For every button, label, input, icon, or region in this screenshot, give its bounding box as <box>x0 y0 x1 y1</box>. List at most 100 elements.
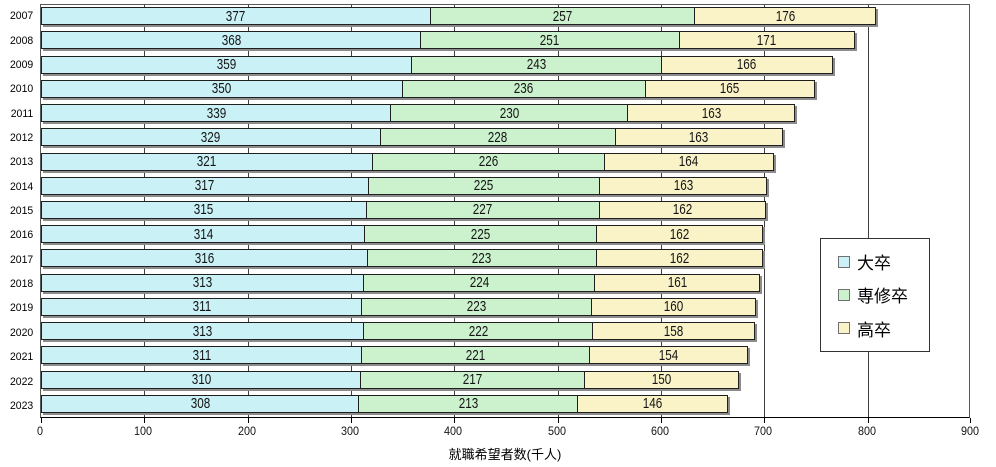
bar-value-label: 377 <box>226 7 246 25</box>
x-tick-label-0: 0 <box>36 424 44 438</box>
bar-segment-専修卒: 213 <box>358 394 579 413</box>
bar-value-label: 251 <box>540 31 560 49</box>
legend-item-高卒: 高卒 <box>838 316 923 341</box>
bar-segment-専修卒: 257 <box>429 7 696 26</box>
bar-row-2011: 339 230 163 <box>41 102 969 126</box>
bar-row-2015: 315 227 162 <box>41 199 969 223</box>
bar-segment-高卒: 163 <box>626 104 796 123</box>
bar-value-label: 150 <box>651 371 671 389</box>
bar-segment-専修卒: 227 <box>365 200 601 219</box>
plot-area: 377 257 176 368 251 171 359 243 166 350 236 165 339 2… <box>40 4 971 423</box>
bar-segment-専修卒: 228 <box>379 128 616 147</box>
bar-value-label: 166 <box>737 56 757 74</box>
bar-value-label: 225 <box>470 225 491 243</box>
bar-value-label: 227 <box>473 201 493 219</box>
stacked-bar-2014: 317 225 163 <box>41 176 768 195</box>
stacked-bar-2016: 314 225 162 <box>41 225 764 244</box>
stacked-bar-2018: 313 224 161 <box>41 273 761 292</box>
bar-segment-専修卒: 243 <box>410 55 663 74</box>
x-tick-label-500: 500 <box>547 424 566 438</box>
x-tick-label-700: 700 <box>754 424 773 438</box>
y-axis-label-2021: 2021 <box>9 351 34 364</box>
bar-row-2007: 377 257 176 <box>41 5 969 29</box>
bar-segment-高卒: 158 <box>591 322 756 341</box>
bar-segment-専修卒: 225 <box>367 176 601 195</box>
bar-value-label: 158 <box>663 322 684 340</box>
bar-value-label: 223 <box>466 298 487 316</box>
bar-segment-大卒: 359 <box>41 55 412 74</box>
legend-label: 専修卒 <box>857 287 908 307</box>
bar-segment-高卒: 164 <box>604 152 774 171</box>
y-axis-labels: 2007 2008 2009 2010 2011 2012 2013 2014 2015 2016… <box>0 4 37 418</box>
x-tick-mark-900 <box>970 418 971 423</box>
bar-segment-専修卒: 224 <box>363 273 595 292</box>
bar-row-2017: 316 223 162 <box>41 247 969 271</box>
stacked-bar-2011: 339 230 163 <box>41 104 796 123</box>
x-tick-mark-300 <box>351 418 352 423</box>
bar-segment-専修卒: 223 <box>361 297 592 316</box>
bar-segment-専修卒: 226 <box>371 152 606 171</box>
y-axis-label-2019: 2019 <box>9 302 34 315</box>
stacked-bar-2022: 310 217 150 <box>41 370 739 389</box>
bar-segment-大卒: 311 <box>41 297 363 316</box>
y-axis-label-2022: 2022 <box>9 375 34 388</box>
bar-value-label: 311 <box>192 346 212 364</box>
x-tick-label-800: 800 <box>857 424 876 438</box>
bar-segment-専修卒: 230 <box>390 104 628 123</box>
legend-color-swatch <box>838 288 850 301</box>
bar-value-label: 217 <box>462 371 483 389</box>
bar-segment-高卒: 165 <box>644 79 816 98</box>
y-axis-label-2007: 2007 <box>9 10 34 23</box>
bar-value-label: 316 <box>194 249 215 267</box>
bar-segment-専修卒: 221 <box>361 346 590 365</box>
bar-value-label: 339 <box>206 104 226 122</box>
x-tick-label-900: 900 <box>960 424 980 438</box>
stacked-bar-2009: 359 243 166 <box>41 55 833 74</box>
bar-segment-高卒: 146 <box>577 394 729 413</box>
legend-color-swatch <box>838 255 850 268</box>
bar-segment-専修卒: 251 <box>420 31 680 50</box>
bar-value-label: 162 <box>669 249 690 267</box>
bar-segment-大卒: 315 <box>41 200 367 219</box>
bar-row-2019: 311 223 160 <box>41 296 969 320</box>
bar-segment-高卒: 150 <box>583 370 739 389</box>
y-axis-label-2020: 2020 <box>9 326 34 339</box>
bar-value-label: 161 <box>667 274 687 292</box>
bar-value-label: 176 <box>775 7 795 25</box>
bar-segment-高卒: 162 <box>595 225 764 244</box>
bar-segment-専修卒: 222 <box>363 322 593 341</box>
bar-value-label: 243 <box>526 56 547 74</box>
bar-value-label: 221 <box>465 346 486 364</box>
bar-segment-高卒: 162 <box>599 200 767 219</box>
bar-row-2021: 311 221 154 <box>41 344 969 368</box>
stacked-bar-2008: 368 251 171 <box>41 31 856 50</box>
legend-color-swatch <box>838 322 850 335</box>
bar-segment-大卒: 339 <box>41 104 392 123</box>
bar-value-label: 162 <box>669 225 690 243</box>
bar-value-label: 146 <box>643 395 663 413</box>
x-tick-mark-700 <box>764 418 766 423</box>
x-tick-label-100: 100 <box>134 424 153 438</box>
bar-segment-高卒: 161 <box>593 273 761 292</box>
bar-row-2016: 314 225 162 <box>41 223 969 247</box>
bar-segment-大卒: 377 <box>41 7 431 26</box>
bar-value-label: 160 <box>663 298 684 316</box>
bar-value-label: 321 <box>197 153 217 171</box>
bar-segment-専修卒: 236 <box>401 79 646 98</box>
bar-segment-大卒: 317 <box>41 176 369 195</box>
bar-segment-大卒: 321 <box>41 152 373 171</box>
x-tick-mark-0 <box>41 418 42 423</box>
legend-item-大卒: 大卒 <box>838 249 923 274</box>
bar-value-label: 315 <box>193 201 214 219</box>
x-tick-mark-100 <box>144 418 146 423</box>
bar-segment-大卒: 350 <box>41 79 403 98</box>
bar-value-label: 226 <box>478 153 499 171</box>
stacked-bar-2020: 313 222 158 <box>41 322 756 341</box>
bar-segment-高卒: 166 <box>661 55 833 74</box>
y-axis-label-2013: 2013 <box>9 156 34 169</box>
stacked-bar-2015: 315 227 162 <box>41 200 767 219</box>
y-axis-label-2010: 2010 <box>9 83 34 96</box>
legend-label: 高卒 <box>857 320 891 340</box>
stacked-bar-2007: 377 257 176 <box>41 7 876 26</box>
